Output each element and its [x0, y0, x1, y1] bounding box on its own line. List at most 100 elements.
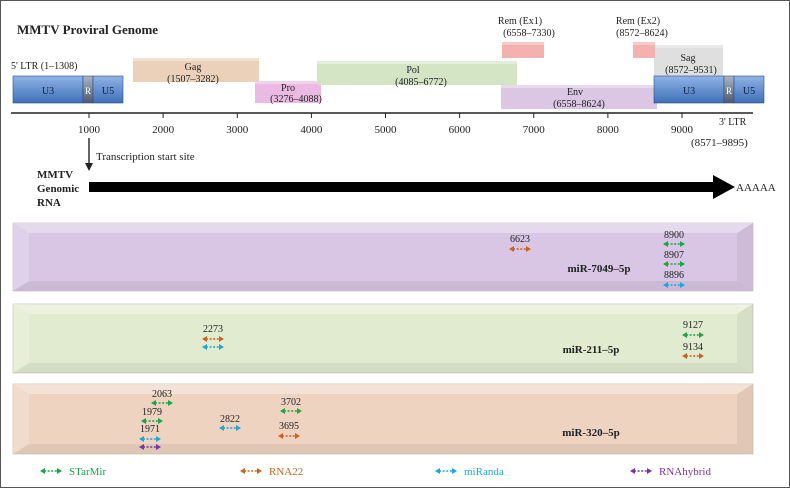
- site-arrow-1979-starmir-left-head: [141, 418, 146, 424]
- site-arrow-2822-miranda: [219, 425, 241, 431]
- site-label-8900: 8900: [664, 230, 684, 241]
- ltr3-u5-segment: [733, 75, 765, 104]
- site-arrow-8900-starmir-right-head: [680, 241, 685, 247]
- site-label-8907: 8907: [664, 250, 684, 261]
- rna-label-line-2: Genomic: [37, 183, 79, 195]
- site-label-2063: 2063: [152, 389, 172, 400]
- site-arrow-9127-starmir-left-head: [682, 332, 687, 338]
- legend-arrow-rnahybrid: [630, 468, 652, 474]
- site-arrow-1971-miranda-right-head: [156, 436, 161, 442]
- panel-mir-211-5p: miR-211–5p 2273 9127 9134: [12, 303, 754, 374]
- panel-bevel-top-mir-211-5p: [13, 304, 753, 314]
- figure-title: MMTV Proviral Genome: [17, 22, 158, 37]
- site-arrow-1979-starmir-right-head: [158, 418, 163, 424]
- site-arrow-2273-miranda-right-head: [219, 344, 224, 350]
- site-arrow-2273-rna22-left-head: [202, 336, 207, 342]
- tick-label-8000: 8000: [597, 124, 620, 136]
- site-label-6623: 6623: [510, 234, 530, 245]
- gene-range-sag: (8572–9531): [665, 65, 717, 76]
- site-label-8896: 8896: [664, 270, 684, 281]
- panel-bevel-top-mir-7049-5p: [13, 223, 753, 233]
- gene-box-highlight-env: [501, 85, 657, 88]
- legend-arrow-miranda-left-head: [435, 468, 440, 474]
- site-arrow-1971-rnahybrid-right-head: [156, 444, 161, 450]
- panel-box-mir-320-5p: [12, 383, 754, 455]
- gene-box-pol: [317, 61, 517, 85]
- site-label-1979: 1979: [142, 407, 162, 418]
- site-label-3702: 3702: [281, 397, 301, 408]
- gene-name-pol: Pol: [406, 65, 420, 76]
- site-arrow-2273-miranda-left-head: [202, 344, 207, 350]
- gene-name-sag: Sag: [681, 53, 696, 64]
- site-arrow-9134-rna22-left-head: [682, 353, 687, 359]
- site-arrow-3702-starmir-left-head: [280, 408, 285, 414]
- panel-name-mir-7049-5p: miR-7049–5p: [568, 263, 631, 275]
- gene-box-pro: [255, 81, 321, 103]
- gene-name-rem-ex2: Rem (Ex2): [616, 16, 660, 27]
- site-arrow-2063-starmir-left-head: [151, 400, 156, 406]
- site-arrow-8907-starmir-right-head: [680, 261, 685, 267]
- site-arrow-8907-starmir-left-head: [663, 261, 668, 267]
- legend-label-starmir: STarMir: [69, 466, 106, 478]
- site-arrow-8900-starmir-left-head: [663, 241, 668, 247]
- gene-box-highlight-pol: [317, 61, 517, 64]
- tick-label-9000: 9000: [671, 124, 694, 136]
- site-arrow-3702-starmir: [280, 408, 302, 414]
- panel-bevel-left-mir-211-5p: [13, 304, 29, 373]
- site-arrow-8907-starmir: [663, 261, 685, 267]
- ltr3-r-label: R: [726, 86, 732, 96]
- site-arrow-1971-rnahybrid: [139, 444, 161, 450]
- site-label-3695: 3695: [279, 421, 299, 432]
- site-arrow-2822-miranda-left-head: [219, 425, 224, 431]
- tick-label-3000: 3000: [226, 124, 249, 136]
- tick-label-7000: 7000: [523, 124, 546, 136]
- ltr5-u3-label: U3: [42, 86, 54, 97]
- gene-box-sag: [654, 45, 723, 77]
- ltr3-u3-label: U3: [683, 86, 695, 97]
- site-arrow-9127-starmir-right-head: [699, 332, 704, 338]
- ltr5-r-label: R: [85, 86, 91, 96]
- gene-layer: Gag(1507–3282) Pro(3276–4088) Pol(4085–677…: [12, 16, 765, 110]
- gene-box-rem-ex2: [633, 42, 655, 58]
- site-arrow-6623-rna22: [509, 246, 531, 252]
- gene-range-rem-ex2: (8572–8624): [616, 28, 668, 39]
- site-arrow-2273-miranda: [202, 344, 224, 350]
- ltr3-range: (8571–9895): [691, 137, 748, 149]
- site-label-2273: 2273: [203, 324, 223, 335]
- gene-box-highlight-sag: [654, 45, 723, 48]
- site-arrow-1971-miranda: [139, 436, 161, 442]
- site-label-9127: 9127: [683, 320, 703, 331]
- ltr3-u5-label: U5: [743, 86, 755, 97]
- ltr5-u5-label: U5: [102, 86, 114, 97]
- gene-range-pol: (4085–6772): [395, 77, 447, 88]
- legend-label-miranda: miRanda: [464, 466, 504, 478]
- gene-name-gag: Gag: [185, 62, 202, 73]
- gene-name-pro: Pro: [281, 83, 295, 94]
- panel-mir-7049-5p: miR-7049–5p 6623 8900 8907 8896: [12, 222, 754, 292]
- legend-arrow-starmir: [40, 468, 62, 474]
- site-arrow-2273-rna22-right-head: [219, 336, 224, 342]
- gene-box-highlight-gag: [133, 58, 259, 61]
- panel-bevel-right-mir-7049-5p: [737, 223, 753, 291]
- site-arrow-8896-miranda-right-head: [680, 282, 685, 288]
- legend-arrow-starmir-right-head: [57, 468, 62, 474]
- polya-tail: AAAAA: [736, 182, 776, 194]
- panel-mir-320-5p: miR-320–5p 2063 1979 1971 2822 3702 3695: [12, 383, 754, 455]
- panel-bevel-top-mir-320-5p: [13, 384, 753, 394]
- site-arrow-6623-rna22-left-head: [509, 246, 514, 252]
- ltr5-label: 5' LTR (1–1308): [11, 61, 77, 72]
- panel-bevel-left-mir-320-5p: [13, 384, 29, 454]
- rna-label-line-1: MMTV: [37, 169, 73, 181]
- gene-box-gag: [133, 58, 259, 82]
- gene-name-env: Env: [567, 87, 583, 98]
- gene-range-pro: (3276–4088): [270, 94, 322, 105]
- rna-label-line-3: RNA: [37, 197, 61, 209]
- site-arrow-8900-starmir: [663, 241, 685, 247]
- mirna-panels: miR-7049–5p 6623 8900 8907 8896 miR-211–5p 227…: [12, 222, 754, 455]
- panel-bevel-left-mir-7049-5p: [13, 223, 29, 291]
- panel-box-mir-7049-5p: [12, 222, 754, 292]
- legend-label-rna22: RNA22: [269, 466, 303, 478]
- site-arrow-3695-rna22: [278, 433, 300, 439]
